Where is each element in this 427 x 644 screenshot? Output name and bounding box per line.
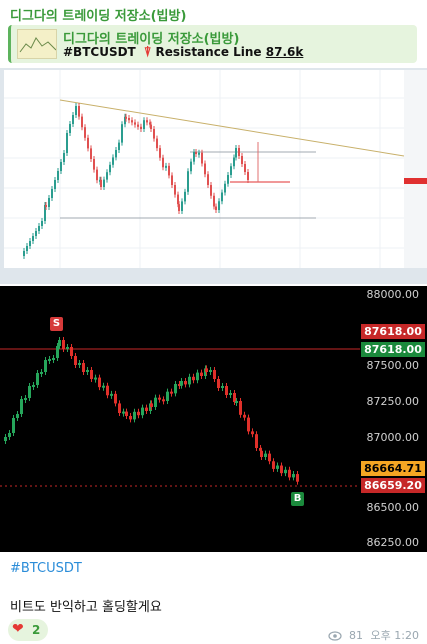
chart-image-dark[interactable]: 88000.00 87618.00 87618.00 87500.00 8725… — [0, 286, 427, 552]
pin-icon: ⍒ — [143, 45, 152, 60]
buy-signal-badge: B — [291, 492, 304, 506]
light-chart-svg — [0, 68, 427, 284]
price-label-87500: 87500.00 — [366, 359, 420, 372]
resistance-price-tag: 87618.00 — [361, 324, 425, 339]
last-price-tag: 86659.20 — [361, 478, 425, 493]
eye-icon — [327, 631, 342, 641]
price-label-87250: 87250.00 — [366, 395, 420, 408]
dark-candles — [4, 337, 299, 485]
message-time: 오후 1:20 — [370, 629, 419, 642]
reaction-heart[interactable]: ❤ 2 — [8, 619, 48, 641]
light-candles — [23, 103, 249, 259]
price-label-88000: 88000.00 — [366, 288, 420, 301]
channel-name[interactable]: 디그다의 트레이딩 저장소(빕방) — [10, 9, 187, 24]
reply-text: #BTCUSDT ⍒ Resistance Line 87.6k — [63, 45, 303, 60]
price-label-86500: 86500.00 — [366, 501, 420, 514]
chart-image-light[interactable] — [0, 68, 427, 284]
reply-label: Resistance Line — [155, 45, 262, 59]
reply-value: 87.6k — [265, 45, 304, 59]
reaction-count: 2 — [32, 623, 41, 637]
price-label-86250: 86250.00 — [366, 536, 420, 549]
message-hashtag[interactable]: #BTCUSDT — [10, 561, 82, 576]
message-text: 비트도 반익하고 홀딩할게요 — [10, 600, 162, 615]
reply-title: 디그다의 트레이딩 저장소(빕방) — [63, 32, 240, 47]
dark-chart-svg — [0, 337, 360, 487]
price-tag-86664: 86664.71 — [361, 461, 425, 476]
reply-preview[interactable]: 디그다의 트레이딩 저장소(빕방) #BTCUSDT ⍒ Resistance Li… — [8, 25, 417, 63]
current-price-tag: 87618.00 — [361, 342, 425, 357]
price-label-87000: 87000.00 — [366, 431, 420, 444]
reply-thumbnail — [17, 29, 57, 59]
message-meta: 81 오후 1:20 — [327, 627, 419, 643]
heart-icon: ❤ — [12, 621, 24, 637]
view-count: 81 — [349, 629, 364, 642]
sell-signal-badge: S — [50, 317, 63, 331]
reply-symbol: #BTCUSDT — [63, 45, 136, 59]
